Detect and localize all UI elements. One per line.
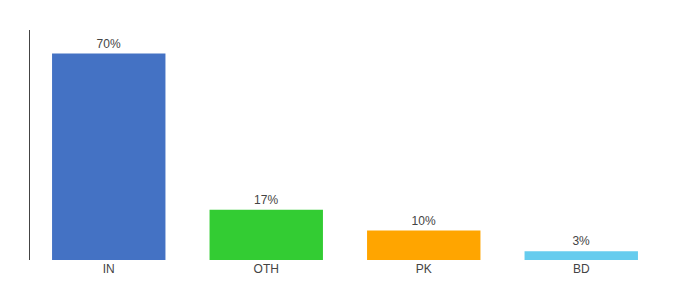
svg-text:70%: 70% — [97, 37, 121, 51]
svg-text:PK: PK — [416, 262, 432, 276]
svg-text:17%: 17% — [254, 193, 278, 207]
svg-text:OTH: OTH — [254, 262, 279, 276]
svg-text:IN: IN — [103, 262, 115, 276]
svg-text:BD: BD — [573, 262, 590, 276]
svg-text:10%: 10% — [412, 214, 436, 228]
svg-text:3%: 3% — [572, 234, 590, 248]
